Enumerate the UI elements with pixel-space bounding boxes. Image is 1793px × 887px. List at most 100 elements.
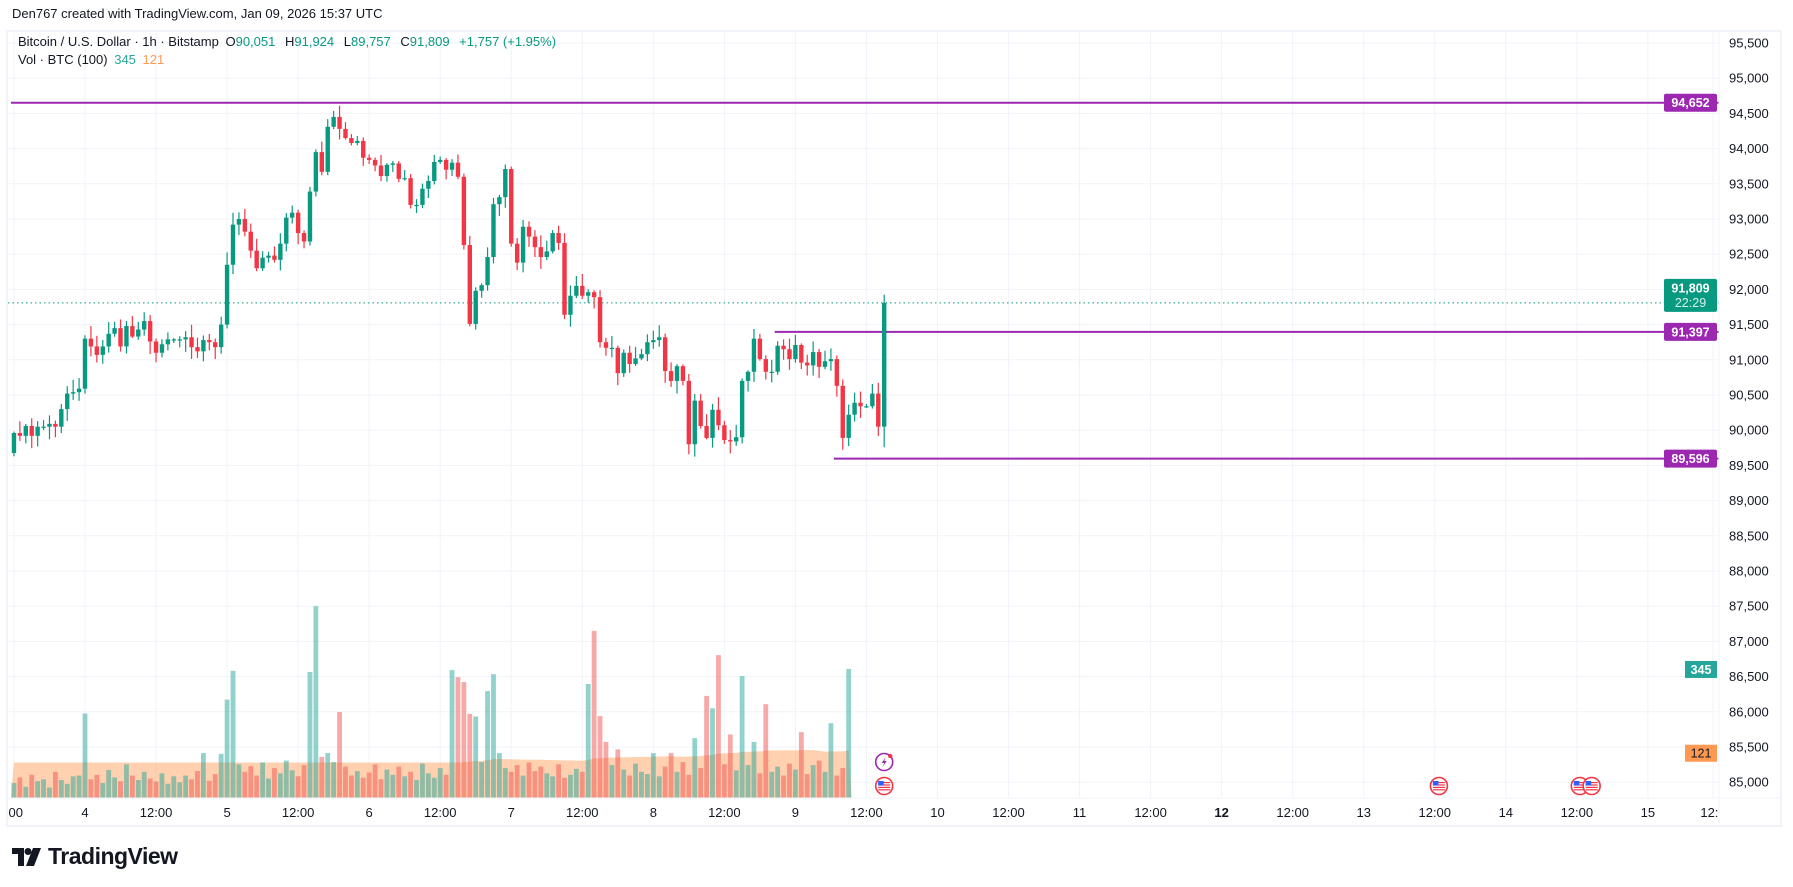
candle bbox=[562, 233, 567, 320]
candle bbox=[420, 183, 425, 209]
time-tick-label: 12 bbox=[1214, 805, 1228, 820]
candle bbox=[295, 209, 301, 245]
low-value: 89,757 bbox=[351, 34, 391, 49]
candle bbox=[745, 370, 751, 392]
volume-bar bbox=[378, 779, 384, 798]
volume-bar bbox=[633, 763, 638, 798]
candle-body bbox=[319, 152, 324, 172]
candle-body bbox=[272, 255, 277, 260]
price-axis[interactable]: 95,500 95,000 94,500 94,000 93,500 93,000 92,5… bbox=[8, 32, 1781, 826]
candles bbox=[11, 105, 887, 457]
time-tick-label: 12:00 bbox=[1134, 805, 1167, 820]
candle bbox=[112, 321, 117, 337]
volume-bar bbox=[467, 713, 473, 798]
candle bbox=[846, 404, 851, 447]
volume-bar bbox=[627, 775, 633, 798]
volume-bar bbox=[112, 777, 117, 798]
candle-body bbox=[53, 423, 58, 427]
volume-bar bbox=[650, 753, 656, 798]
candle-body bbox=[503, 169, 508, 198]
time-axis[interactable]: :00 4 12:00 5 12:00 6 12:00 7 12:00 8 12:00 9 12:00 1… bbox=[5, 805, 1726, 820]
volume-bar bbox=[485, 691, 490, 798]
candle-body bbox=[290, 212, 295, 218]
candle-body bbox=[799, 345, 804, 363]
candle-body bbox=[532, 236, 538, 248]
candle-body bbox=[254, 250, 259, 269]
volume-bar bbox=[390, 774, 396, 798]
candle bbox=[828, 348, 834, 371]
volume-bar bbox=[254, 775, 260, 798]
candle bbox=[372, 157, 378, 172]
candle bbox=[810, 341, 816, 376]
candle-body bbox=[432, 161, 437, 181]
candle-body bbox=[112, 328, 117, 334]
candle-body bbox=[698, 400, 703, 426]
candle bbox=[532, 230, 538, 258]
us-flag-event-icon[interactable] bbox=[874, 776, 894, 796]
candle bbox=[668, 362, 674, 387]
legend-volume-row: Vol · BTC (100) 345 121 bbox=[18, 51, 559, 69]
high-value: 91,924 bbox=[294, 34, 335, 49]
candle-body bbox=[621, 352, 626, 374]
candle bbox=[426, 175, 431, 198]
candle-body bbox=[461, 176, 467, 246]
candle bbox=[177, 336, 182, 348]
events bbox=[874, 752, 1601, 796]
time-tick-label: 12:00 bbox=[1561, 805, 1594, 820]
tradingview-logo[interactable]: TradingView bbox=[12, 843, 178, 870]
candle-body bbox=[668, 371, 674, 381]
candle bbox=[213, 338, 218, 360]
candle-body bbox=[337, 116, 342, 129]
us-flag-event-icon[interactable] bbox=[1582, 776, 1601, 796]
candle bbox=[355, 135, 360, 146]
level-price-badge bbox=[1664, 322, 1717, 341]
candle bbox=[627, 345, 632, 373]
lightning-glyph bbox=[881, 757, 887, 767]
candle-body bbox=[100, 346, 105, 355]
symbol-description[interactable]: Bitcoin / U.S. Dollar · 1h · Bitstamp bbox=[18, 34, 219, 49]
volume-pane bbox=[10, 606, 852, 798]
level-price-badge bbox=[1664, 449, 1717, 468]
time-tick-label: 12:00 bbox=[992, 805, 1025, 820]
lightning-event-icon[interactable] bbox=[874, 752, 894, 772]
volume-bar bbox=[544, 773, 550, 798]
volume-bar bbox=[47, 787, 52, 798]
candle-body bbox=[230, 224, 236, 265]
us-flag-event-icon[interactable] bbox=[1429, 776, 1449, 796]
volume-bar bbox=[277, 773, 283, 798]
candle-body bbox=[455, 162, 461, 177]
candle bbox=[307, 186, 313, 246]
candle bbox=[763, 355, 768, 380]
volume-bar bbox=[201, 753, 206, 798]
candle-body bbox=[586, 292, 591, 296]
volume-bar bbox=[514, 765, 520, 798]
flag-stripe bbox=[1432, 786, 1445, 788]
level-price-label: 94,652 bbox=[1671, 96, 1709, 110]
candle-body bbox=[473, 290, 478, 324]
candle-body bbox=[153, 341, 159, 353]
volume-bar bbox=[283, 760, 289, 798]
price-tick-label: 85,000 bbox=[1729, 775, 1769, 790]
change-value: +1,757 (+1.95%) bbox=[459, 34, 557, 49]
candle bbox=[491, 197, 496, 264]
candle-body bbox=[479, 285, 484, 291]
volume-indicator-label[interactable]: Vol · BTC (100) bbox=[18, 52, 108, 67]
time-tick-label: 13 bbox=[1356, 805, 1370, 820]
volume-bar bbox=[106, 769, 112, 798]
candle-body bbox=[248, 231, 253, 251]
volume-bar bbox=[443, 774, 449, 798]
candle bbox=[195, 337, 200, 359]
volume-bar bbox=[846, 668, 852, 798]
price-tick-label: 92,500 bbox=[1729, 247, 1769, 262]
price-tick-label: 88,000 bbox=[1729, 564, 1769, 579]
candle-body bbox=[544, 251, 549, 258]
candle bbox=[497, 194, 502, 217]
candle bbox=[485, 247, 490, 291]
candle bbox=[248, 223, 253, 258]
flag-stripe bbox=[1573, 789, 1586, 791]
volume-bar bbox=[562, 777, 567, 798]
candle bbox=[159, 339, 165, 358]
candle bbox=[366, 154, 372, 164]
